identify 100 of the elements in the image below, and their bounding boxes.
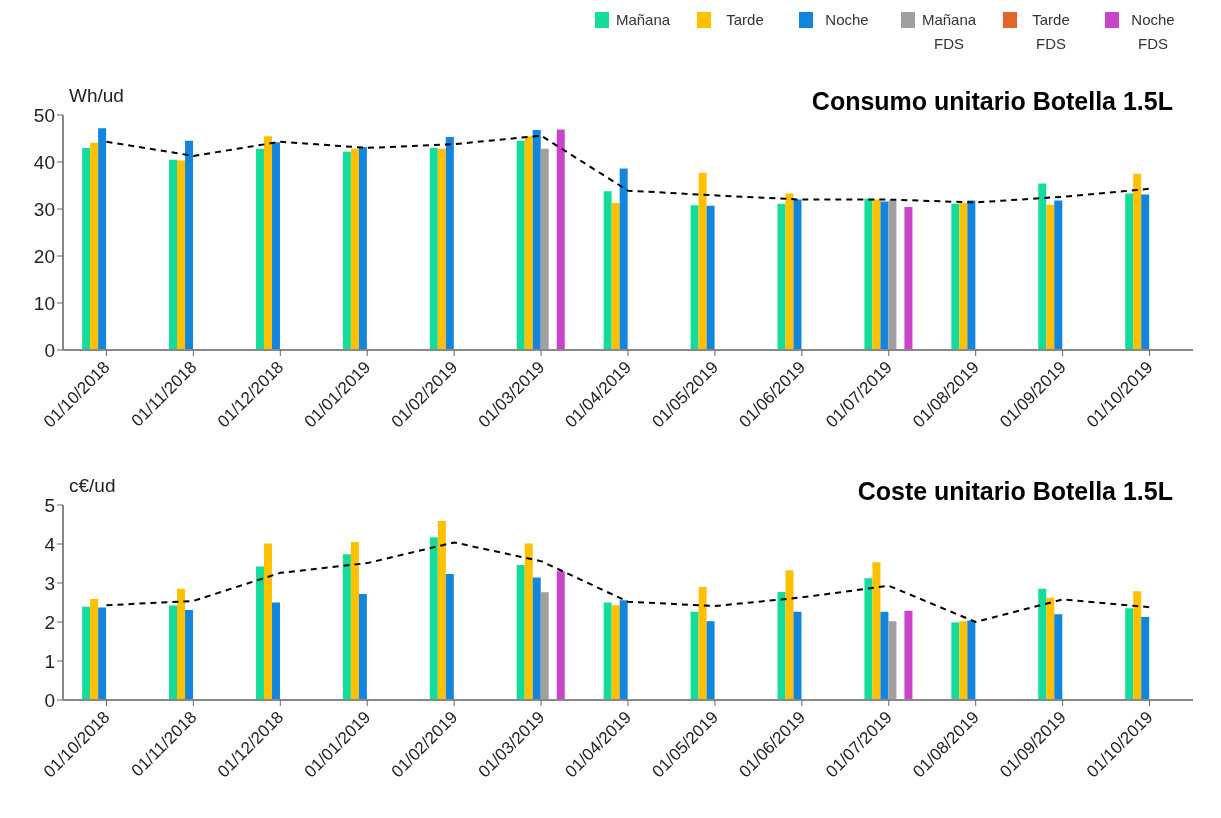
legend-label: Noche: [824, 10, 870, 30]
bar: [90, 598, 99, 700]
y-tick-label: 0: [44, 689, 55, 711]
chart-title: Coste unitario Botella 1.5L: [857, 477, 1173, 506]
bar: [611, 605, 620, 700]
bar: [82, 606, 91, 700]
bar: [516, 140, 525, 350]
bar: [904, 207, 913, 350]
bar: [611, 202, 620, 350]
bar: [690, 611, 699, 700]
bar: [556, 129, 565, 350]
bar: [1054, 200, 1063, 350]
bar: [1038, 588, 1047, 700]
legend-label: Mañana: [614, 10, 672, 30]
bar: [864, 578, 873, 700]
bar: [169, 159, 178, 350]
y-axis-title: c€/ud: [69, 475, 116, 497]
bar: [271, 142, 280, 350]
bar: [185, 140, 194, 350]
bar: [263, 136, 272, 350]
bar: [888, 621, 897, 700]
bar: [904, 610, 913, 700]
legend-label: Mañana FDS: [920, 10, 978, 54]
bar: [350, 148, 359, 350]
y-tick-label: 1: [44, 650, 55, 672]
bar: [540, 148, 549, 350]
bar: [1046, 597, 1055, 700]
bar: [1133, 173, 1142, 350]
bar: [951, 203, 960, 350]
bar: [880, 201, 889, 350]
bar: [959, 202, 968, 350]
bar: [690, 205, 699, 350]
bar: [706, 621, 715, 700]
bar: [177, 160, 186, 350]
bar: [793, 199, 802, 350]
bar: [872, 199, 881, 350]
bar: [255, 566, 264, 700]
bar: [777, 591, 786, 700]
bar: [1046, 204, 1055, 350]
legend-label: Noche FDS: [1130, 10, 1176, 54]
bar: [98, 128, 107, 350]
bar: [429, 537, 438, 700]
bar: [793, 611, 802, 700]
bar: [1141, 616, 1150, 700]
bar: [445, 574, 454, 700]
bar: [556, 571, 565, 700]
bar: [342, 554, 351, 700]
bar: [445, 137, 454, 350]
chart-title: Consumo unitario Botella 1.5L: [811, 87, 1173, 116]
y-tick-label: 10: [33, 292, 55, 314]
line-series: [105, 541, 1151, 623]
bar: [619, 600, 628, 700]
y-tick-label: 0: [44, 339, 55, 361]
bar: [177, 588, 186, 700]
bar: [603, 191, 612, 350]
bar: [785, 193, 794, 350]
bar: [1125, 193, 1134, 350]
y-tick-label: 5: [44, 494, 55, 516]
bar: [358, 146, 367, 350]
bar: [880, 611, 889, 700]
bar: [777, 203, 786, 350]
legend-label: Tarde FDS: [1031, 10, 1071, 54]
bar: [350, 542, 359, 700]
bar: [185, 609, 194, 700]
bar: [1054, 614, 1063, 700]
line-series: [105, 134, 1151, 204]
bar: [540, 592, 549, 700]
bar: [785, 570, 794, 700]
bar: [619, 168, 628, 350]
bar: [437, 148, 446, 350]
bar: [169, 605, 178, 700]
legend-label: Tarde: [725, 10, 765, 30]
bar: [532, 577, 541, 700]
bar: [98, 607, 107, 700]
bar: [1038, 183, 1047, 350]
y-tick-label: 2: [44, 611, 55, 633]
bar: [263, 543, 272, 700]
bar: [872, 562, 881, 700]
bar: [358, 593, 367, 700]
bar: [524, 136, 533, 350]
bar: [342, 151, 351, 350]
bar: [82, 147, 91, 350]
bar: [603, 602, 612, 700]
bar: [1125, 608, 1134, 700]
bar: [967, 200, 976, 350]
bar: [967, 620, 976, 700]
bar: [255, 148, 264, 350]
bar: [271, 602, 280, 700]
bar: [516, 565, 525, 700]
bar: [90, 142, 99, 350]
y-tick-label: 4: [44, 533, 56, 555]
bar: [524, 543, 533, 700]
bar: [437, 520, 446, 700]
bar: [532, 130, 541, 350]
y-tick-label: 50: [33, 104, 55, 126]
bar: [888, 200, 897, 350]
bar: [1141, 194, 1150, 350]
bar: [1133, 591, 1142, 700]
y-tick-label: 20: [33, 245, 55, 267]
bar: [706, 205, 715, 350]
